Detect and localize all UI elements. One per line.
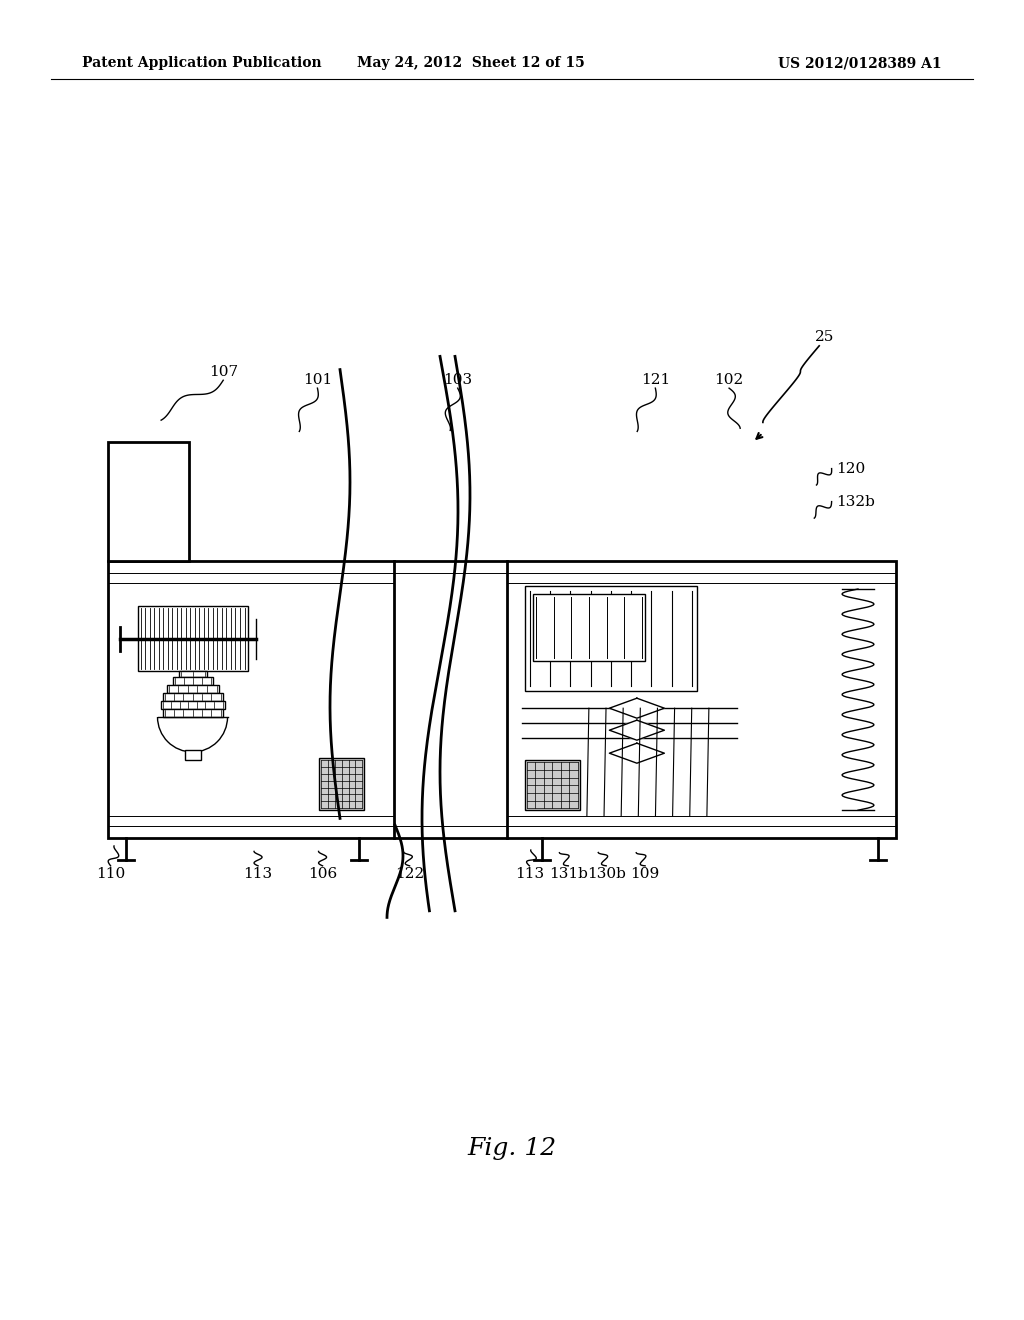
Text: 106: 106 <box>308 867 337 880</box>
Text: 107: 107 <box>209 366 238 379</box>
Text: 130b: 130b <box>587 867 626 880</box>
Bar <box>507 561 896 838</box>
Text: 102: 102 <box>715 374 743 387</box>
Text: 120: 120 <box>837 462 866 475</box>
Text: 132b: 132b <box>837 495 876 508</box>
Text: 109: 109 <box>631 867 659 880</box>
Bar <box>161 701 224 709</box>
Bar <box>108 561 394 838</box>
Polygon shape <box>609 698 665 718</box>
Text: May 24, 2012  Sheet 12 of 15: May 24, 2012 Sheet 12 of 15 <box>357 57 585 70</box>
Bar <box>172 677 213 685</box>
Text: 25: 25 <box>815 330 834 343</box>
Bar <box>532 594 645 661</box>
Text: 113: 113 <box>515 867 544 880</box>
Bar <box>167 685 218 693</box>
Text: 113: 113 <box>244 867 272 880</box>
Bar <box>178 671 207 677</box>
Text: 121: 121 <box>641 374 670 387</box>
Text: US 2012/0128389 A1: US 2012/0128389 A1 <box>778 57 942 70</box>
Bar <box>525 760 580 810</box>
Polygon shape <box>609 743 665 763</box>
Bar <box>163 693 222 701</box>
Bar <box>108 442 189 561</box>
Bar <box>319 758 365 810</box>
Bar <box>525 586 697 690</box>
Text: Patent Application Publication: Patent Application Publication <box>82 57 322 70</box>
Bar <box>184 750 201 760</box>
Text: 131b: 131b <box>549 867 588 880</box>
Text: 122: 122 <box>395 867 424 880</box>
Polygon shape <box>609 721 665 741</box>
Text: Fig. 12: Fig. 12 <box>467 1137 557 1160</box>
Bar <box>163 709 222 717</box>
Text: 110: 110 <box>96 867 125 880</box>
Text: 103: 103 <box>443 374 472 387</box>
Text: 101: 101 <box>303 374 332 387</box>
Bar <box>137 606 248 671</box>
